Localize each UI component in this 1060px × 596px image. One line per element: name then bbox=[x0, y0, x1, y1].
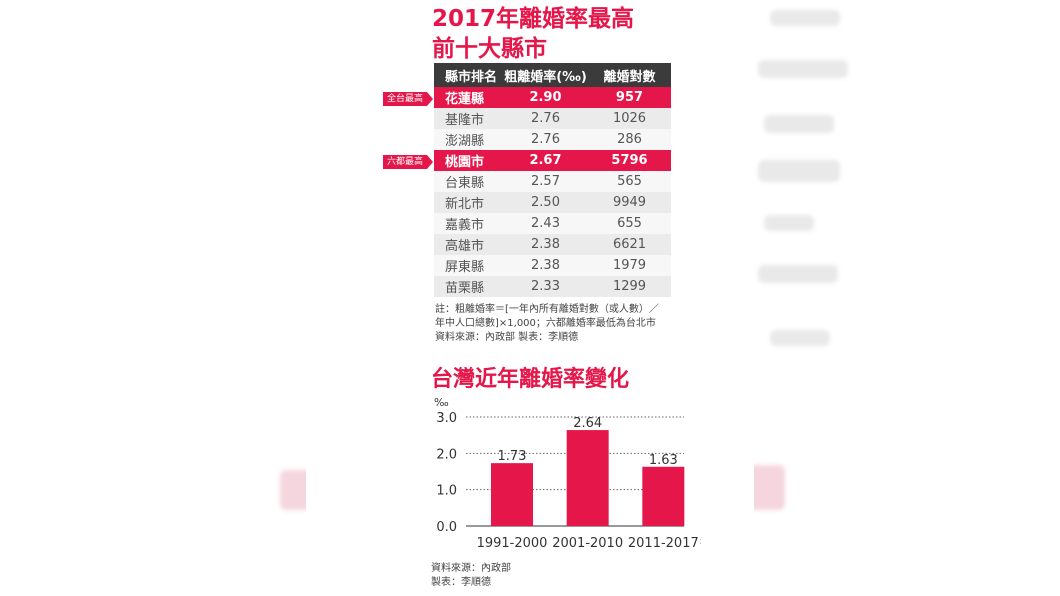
rate-cell: 2.57 bbox=[531, 174, 560, 189]
x-tick-label: 1991-2000 bbox=[477, 536, 548, 551]
note-line: 資料來源：內政部 製表：李順德 bbox=[435, 332, 579, 343]
chart-title: 台灣近年離婚率變化 bbox=[431, 367, 630, 392]
background-blur bbox=[764, 215, 814, 231]
rate-cell: 2.90 bbox=[529, 90, 562, 105]
rate-cell: 2.33 bbox=[531, 279, 560, 294]
x-tick-label: 2001-2010 bbox=[552, 536, 623, 551]
rate-cell: 2.38 bbox=[531, 237, 560, 252]
county-cell: 高雄市 bbox=[445, 239, 485, 254]
infographic-card: 2017年離婚率最高 前十大縣市 縣市排名 粗離婚率(‰) 離婚對數 花蓮縣 2.… bbox=[306, 0, 754, 596]
county-cell: 苗栗縣 bbox=[445, 281, 485, 296]
rate-cell: 2.43 bbox=[531, 216, 560, 231]
x-unit-label: 年 bbox=[700, 534, 701, 548]
table-body: 花蓮縣 2.90 957 基隆市 2.76 1026 澎湖縣 2.76 286 桃園市 2.67 57… bbox=[434, 87, 671, 297]
table-subtitle: 前十大縣市 bbox=[432, 36, 547, 62]
pairs-cell: 286 bbox=[617, 132, 642, 147]
highlight-tag: 六都最高 bbox=[383, 155, 433, 169]
pairs-cell: 565 bbox=[617, 174, 642, 189]
bar-2011-2017 bbox=[642, 466, 685, 526]
column-header: 粗離婚率(‰) bbox=[504, 69, 587, 85]
pairs-cell: 1979 bbox=[612, 258, 647, 273]
data-label: 1.73 bbox=[498, 449, 527, 464]
county-cell: 屏東縣 bbox=[445, 260, 485, 275]
background-blur bbox=[758, 60, 848, 78]
county-cell: 嘉義市 bbox=[445, 218, 485, 233]
table-note: 註：粗離婚率＝[一年內所有離婚對數（或人數）／ 年中人口總數]×1,000；六都… bbox=[435, 303, 695, 345]
y-unit-label: ‰ bbox=[434, 396, 449, 409]
y-tick-label: 1.0 bbox=[436, 484, 457, 499]
pairs-cell: 655 bbox=[617, 216, 642, 231]
county-cell: 基隆市 bbox=[445, 113, 485, 128]
note-line: 年中人口總數]×1,000；六都離婚率最低為台北市 bbox=[435, 318, 656, 329]
y-tick-label: 2.0 bbox=[436, 447, 457, 462]
bar-1991-2000 bbox=[491, 463, 533, 526]
table-row: 嘉義市 2.43 655 bbox=[434, 213, 671, 234]
table-row: 新北市 2.50 9949 bbox=[434, 192, 671, 213]
county-cell: 桃園市 bbox=[445, 155, 485, 170]
rate-cell: 2.38 bbox=[531, 258, 560, 273]
table-row: 桃園市 2.67 5796 bbox=[434, 150, 671, 171]
data-label: 2.64 bbox=[573, 416, 602, 431]
table-row: 屏東縣 2.38 1979 bbox=[434, 255, 671, 276]
rate-cell: 2.76 bbox=[531, 111, 560, 126]
table-row: 台東縣 2.57 565 bbox=[434, 171, 671, 192]
highlight-tag: 全台最高 bbox=[383, 92, 433, 106]
table-row: 基隆市 2.76 1026 bbox=[434, 108, 671, 129]
column-header: 離婚對數 bbox=[603, 69, 656, 85]
table-row: 澎湖縣 2.76 286 bbox=[434, 129, 671, 150]
pairs-cell: 6621 bbox=[612, 237, 647, 252]
background-blur bbox=[770, 10, 840, 26]
background-blur bbox=[770, 330, 830, 346]
pairs-cell: 5796 bbox=[611, 153, 648, 168]
county-cell: 花蓮縣 bbox=[445, 92, 485, 107]
pairs-cell: 957 bbox=[615, 90, 644, 105]
x-tick-label: 2011-2017 bbox=[628, 536, 699, 551]
table-row: 苗栗縣 2.33 1299 bbox=[434, 276, 671, 297]
table-title: 2017年離婚率最高 bbox=[432, 6, 635, 32]
table-header-row: 縣市排名 粗離婚率(‰) 離婚對數 bbox=[434, 63, 671, 87]
column-header: 縣市排名 bbox=[445, 69, 498, 85]
rate-cell: 2.50 bbox=[531, 195, 560, 210]
background-blur bbox=[758, 160, 840, 182]
rate-cell: 2.67 bbox=[529, 153, 562, 168]
chart-source: 資料來源：內政部 bbox=[431, 563, 511, 574]
y-tick-label: 3.0 bbox=[436, 411, 457, 426]
bar-chart: ‰ 3.0 2.0 1.0 0.0 1.73 1991-2000 2.64 2001-2010 1… bbox=[434, 396, 701, 551]
note-line: 註：粗離婚率＝[一年內所有離婚對數（或人數）／ bbox=[435, 304, 659, 315]
ranking-table: 縣市排名 粗離婚率(‰) 離婚對數 花蓮縣 2.90 957 基隆市 2.76 1026 澎… bbox=[434, 63, 671, 297]
chart-credit: 製表：李順德 bbox=[431, 577, 491, 588]
rate-cell: 2.76 bbox=[531, 132, 560, 147]
background-blur bbox=[758, 265, 838, 283]
pairs-cell: 1026 bbox=[612, 111, 647, 126]
background-blur bbox=[764, 115, 834, 133]
county-cell: 台東縣 bbox=[445, 176, 485, 191]
county-cell: 澎湖縣 bbox=[445, 134, 485, 149]
data-label: 1.63 bbox=[649, 453, 678, 468]
county-cell: 新北市 bbox=[445, 197, 485, 212]
table-row: 花蓮縣 2.90 957 bbox=[434, 87, 671, 108]
bar-2001-2010 bbox=[566, 430, 609, 526]
table-row: 高雄市 2.38 6621 bbox=[434, 234, 671, 255]
y-tick-label: 0.0 bbox=[436, 520, 457, 535]
pairs-cell: 1299 bbox=[612, 279, 647, 294]
pairs-cell: 9949 bbox=[612, 195, 647, 210]
